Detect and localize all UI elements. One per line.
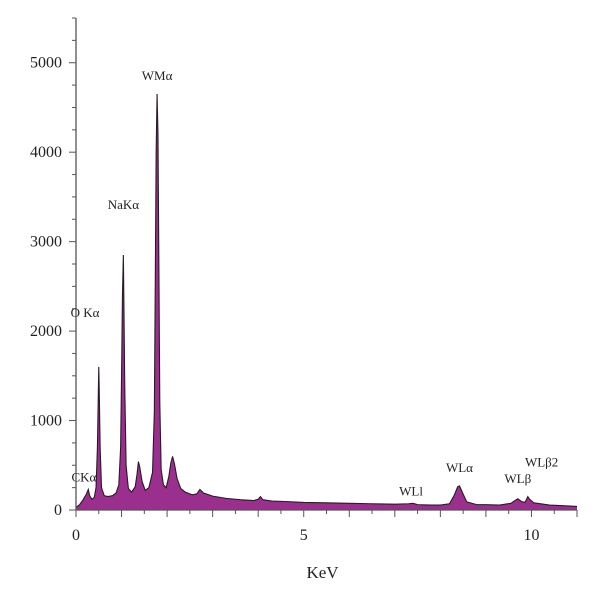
y-tick-label: 0 <box>54 502 62 519</box>
x-tick-label: 10 <box>523 527 539 544</box>
peak-label: NaKα <box>108 197 140 212</box>
peak-label: WLl <box>399 483 423 498</box>
peak-label: WLα <box>446 460 473 475</box>
y-tick-label: 2000 <box>30 323 62 340</box>
x-tick-label: 0 <box>72 527 80 544</box>
y-tick-label: 5000 <box>30 55 62 72</box>
y-tick-label: 1000 <box>30 413 62 430</box>
peak-label: O Kα <box>71 305 100 320</box>
peak-label: WLβ2 <box>525 455 558 470</box>
spectrum-area <box>76 94 577 510</box>
x-axis-title: KeV <box>306 563 339 582</box>
peak-label: CKα <box>72 469 97 484</box>
y-tick-label: 4000 <box>30 144 62 161</box>
peak-label: WLβ <box>504 471 531 486</box>
peak-label: WMα <box>142 68 173 83</box>
y-tick-label: 3000 <box>30 234 62 251</box>
spectrum-line <box>75 94 578 508</box>
x-tick-label: 5 <box>300 527 308 544</box>
